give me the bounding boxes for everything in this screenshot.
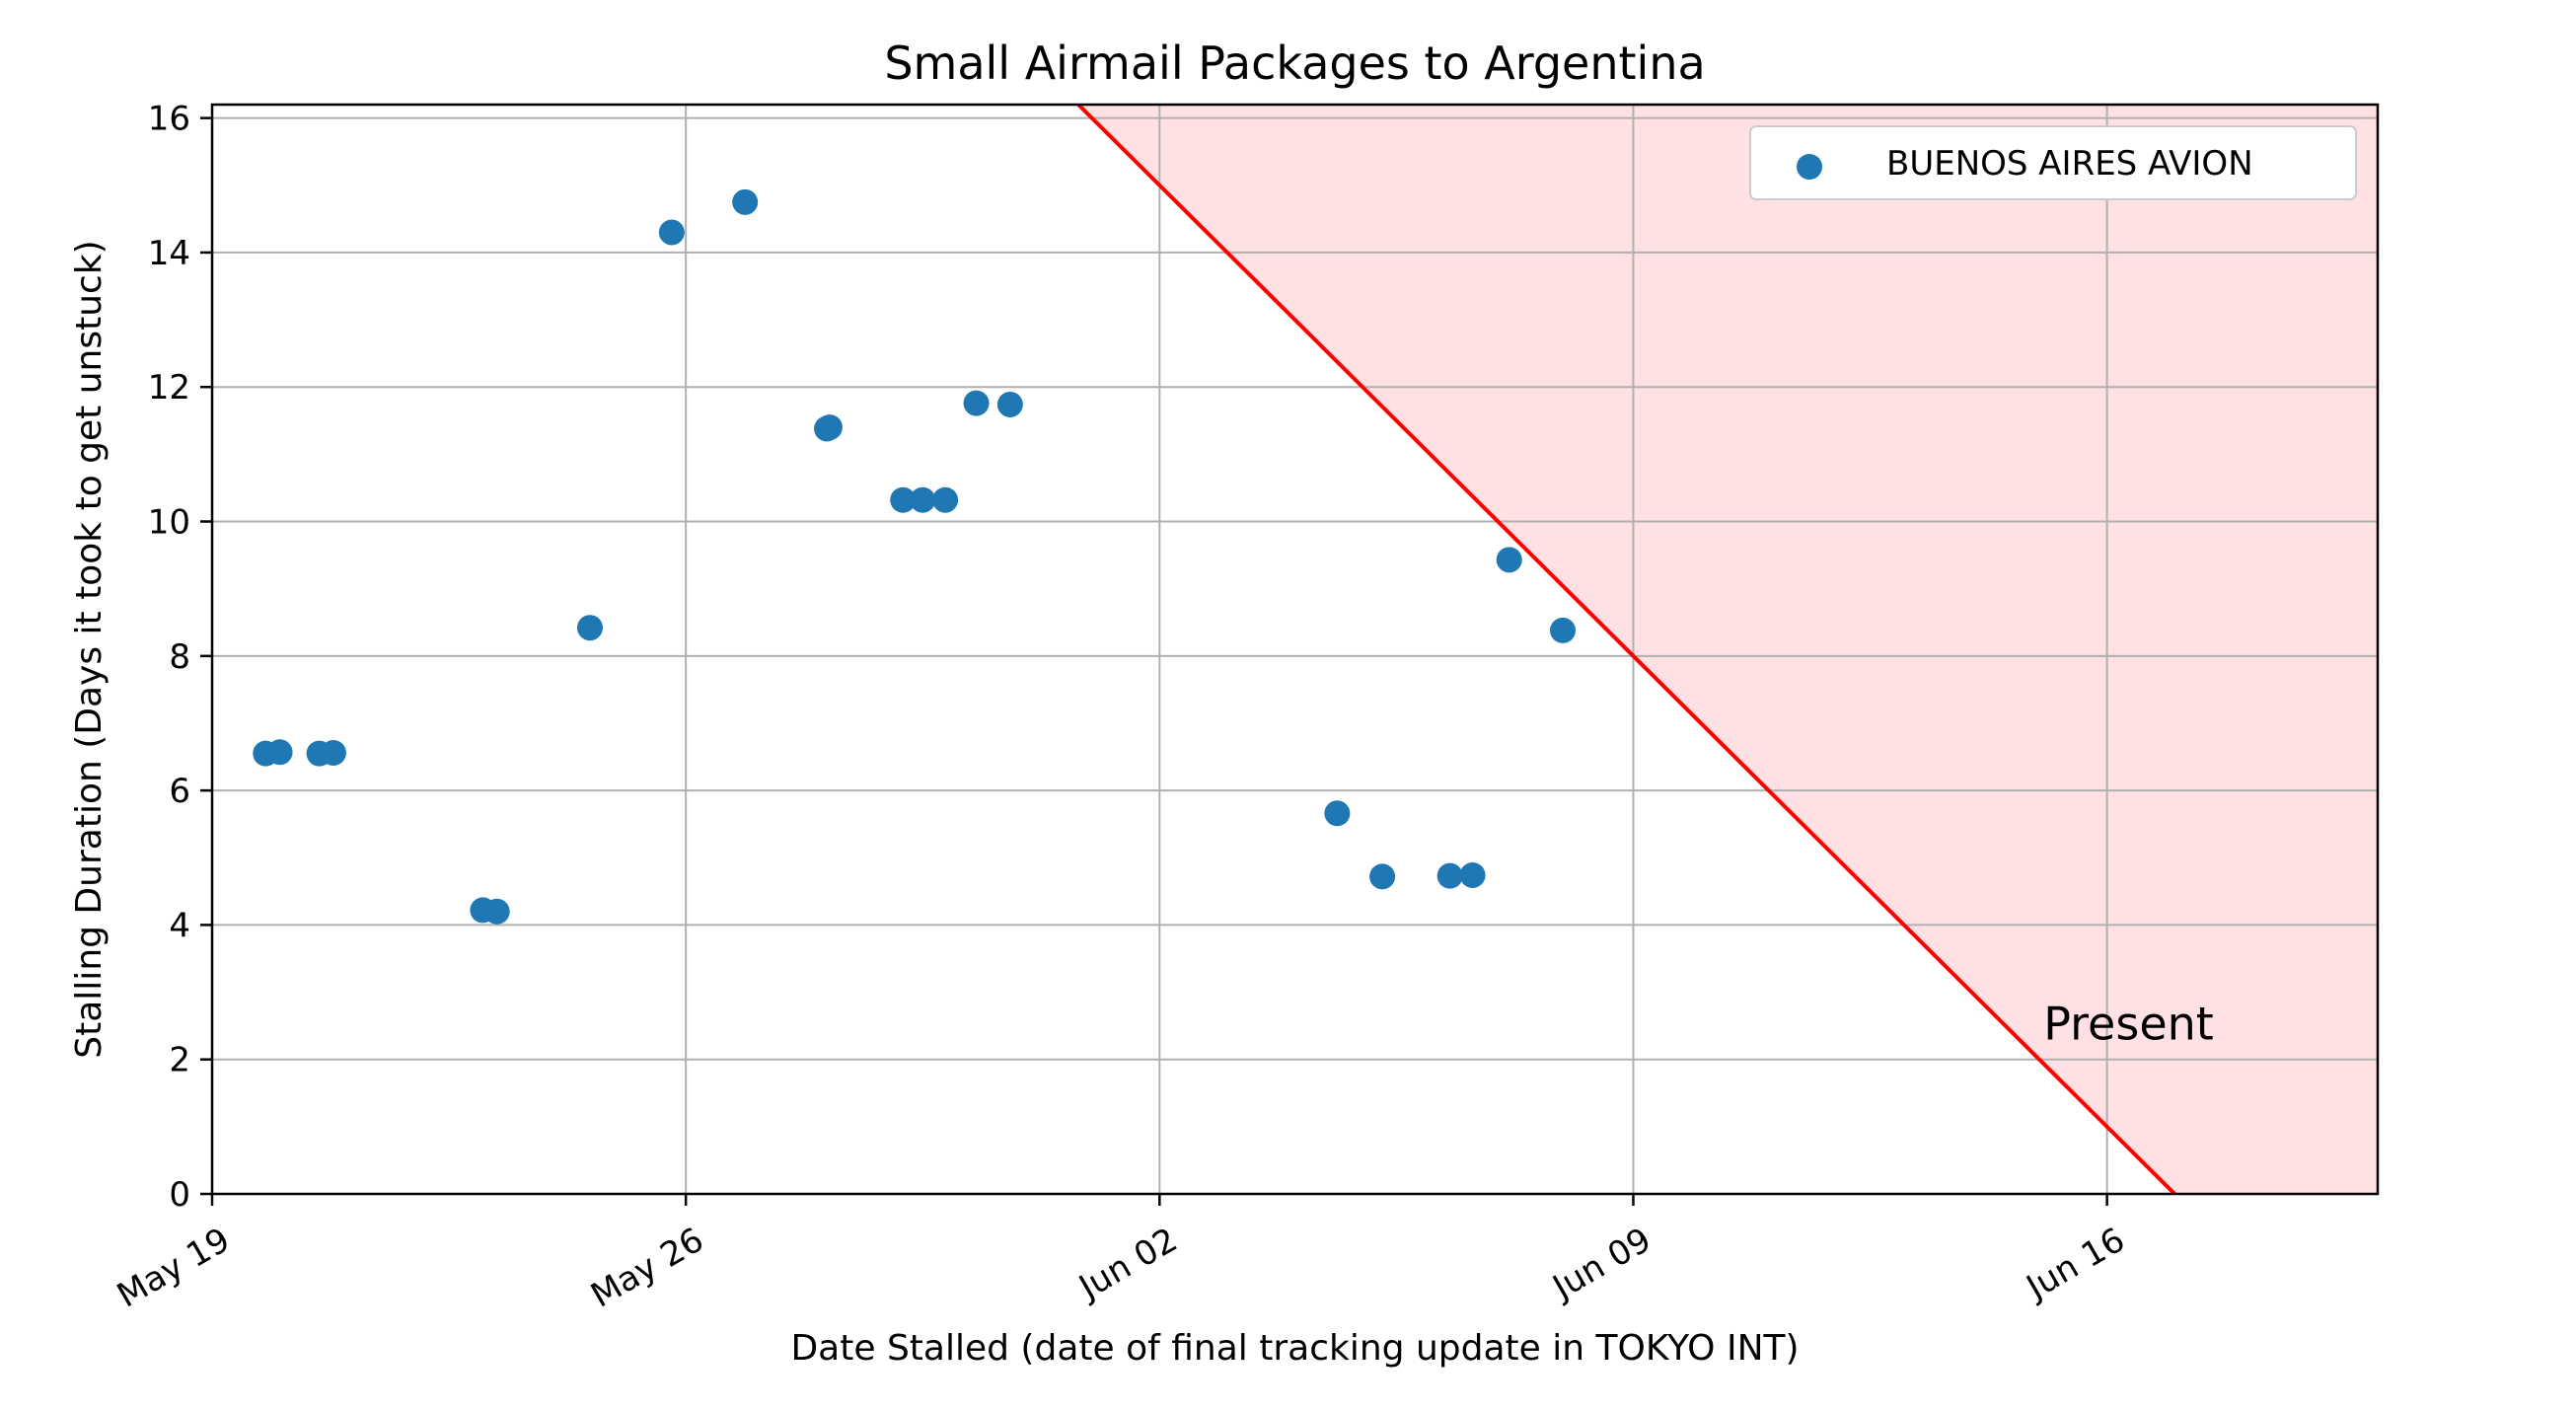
y-tick-label: 0 (169, 1175, 190, 1215)
data-point (910, 486, 936, 513)
data-point (996, 391, 1023, 417)
y-tick-label: 6 (169, 772, 190, 811)
y-tick-label: 14 (148, 234, 190, 273)
data-points (253, 188, 1577, 925)
data-point (1459, 861, 1486, 888)
plot-frame (210, 103, 2380, 1196)
data-point (266, 739, 293, 766)
y-tick-label: 4 (169, 906, 190, 945)
legend-marker (1797, 154, 1822, 180)
legend: BUENOS AIRES AVION (1749, 125, 2357, 200)
data-point (816, 414, 843, 441)
data-point (963, 390, 990, 416)
data-point (1369, 863, 1396, 890)
y-axis-label: Stalling Duration (Days it took to get u… (69, 240, 110, 1058)
legend-entry-label: BUENOS AIRES AVION (1886, 144, 2253, 184)
data-point (932, 486, 959, 513)
x-gridlines (212, 105, 2108, 1194)
data-point (483, 898, 510, 925)
data-point (1324, 800, 1351, 827)
present-line (1076, 105, 2176, 1194)
data-point (1550, 617, 1577, 643)
data-point (576, 615, 603, 641)
y-tick-label: 12 (148, 368, 190, 408)
y-axis-ticks: 0 2 4 6 8 10 12 14 16 (148, 100, 212, 1215)
x-axis-label: Date Stalled (date of final tracking upd… (790, 1328, 1799, 1369)
y-tick-label: 8 (169, 637, 190, 677)
present-shaded-region (1078, 105, 2378, 1194)
y-tick-label: 16 (148, 100, 190, 139)
data-point (658, 219, 685, 246)
y-gridlines (212, 116, 2378, 1194)
data-point (1436, 862, 1463, 889)
chart-title: Small Airmail Packages to Argentina (884, 37, 1705, 90)
legend-box (1749, 125, 2357, 200)
y-tick-label: 10 (148, 503, 190, 543)
data-point (1496, 547, 1522, 573)
data-point (732, 188, 759, 215)
y-tick-label: 2 (169, 1041, 190, 1080)
data-point (320, 739, 346, 766)
present-annotation: Present (2043, 997, 2214, 1050)
data-point (890, 486, 917, 513)
